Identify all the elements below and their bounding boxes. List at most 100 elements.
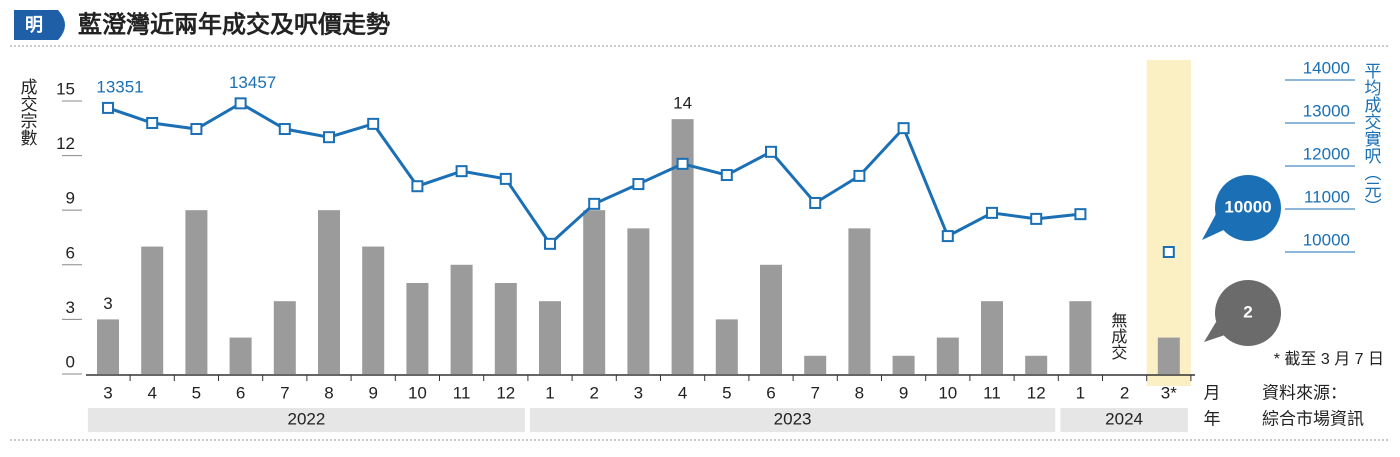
y-axis-label: 成交宗數: [18, 78, 38, 146]
y-tick-label: 0: [66, 352, 75, 371]
y2-tick-label: 13000: [1303, 101, 1350, 120]
price-marker: [897, 122, 910, 135]
chart-title: 藍澄灣近兩年成交及呎價走勢: [78, 10, 390, 38]
bar: [627, 228, 650, 374]
bar: [450, 264, 473, 374]
x-tick-label: 3: [634, 383, 643, 402]
y2-tick-label: 12000: [1303, 144, 1350, 163]
price-marker: [1162, 246, 1175, 259]
x-tick-label: 11: [983, 383, 1001, 402]
x-tick-label: 1: [1076, 383, 1085, 402]
x-tick-label: 8: [324, 383, 333, 402]
price-marker: [102, 101, 114, 114]
price-marker: [455, 165, 468, 178]
year-band: [529, 408, 1056, 432]
bar: [1025, 355, 1048, 374]
price-marker: [765, 145, 777, 158]
y-tick-label: 3: [66, 298, 75, 317]
y2-tick-label: 10000: [1303, 230, 1350, 249]
x-tick-label: 4: [147, 383, 156, 402]
price-marker: [411, 180, 424, 193]
x-tick-label: 9: [899, 383, 908, 402]
x-tick-label: 9: [368, 383, 377, 402]
bar: [760, 264, 782, 374]
price-value-label: 13351: [96, 77, 143, 96]
x-tick-label: 7: [810, 383, 819, 402]
price-marker: [323, 131, 335, 144]
bar: [539, 301, 561, 374]
x-tick-label: 10: [408, 383, 427, 402]
bar: [848, 228, 871, 374]
y-tick-label: 9: [66, 189, 75, 208]
price-marker: [986, 206, 998, 219]
bar: [583, 210, 606, 374]
logo: 明: [25, 15, 43, 35]
no-trade-label: 無成交: [1108, 312, 1127, 360]
price-marker: [809, 196, 822, 209]
y2-axis-label: 平均成交實呎（元）: [1362, 62, 1382, 215]
bar: [229, 337, 252, 374]
bar: [981, 301, 1003, 374]
price-marker: [499, 172, 512, 185]
price-marker: [1074, 208, 1087, 221]
year-label: 2022: [287, 409, 325, 428]
price-marker: [367, 117, 380, 130]
bar: [1069, 301, 1092, 374]
source-label: 資料來源：: [1262, 383, 1347, 402]
y2-tick-label: 11000: [1304, 187, 1350, 206]
price-marker: [146, 116, 159, 129]
y-tick-label: 15: [56, 79, 75, 98]
callout-bubble: [1204, 322, 1228, 342]
y-tick-label: 6: [66, 243, 75, 262]
x-unit-year: 年: [1204, 409, 1221, 428]
highlight-band: [1146, 60, 1191, 386]
y2-tick-label: 14000: [1303, 58, 1350, 77]
x-tick-label: 12: [1027, 383, 1046, 402]
year-label: 2024: [1105, 409, 1143, 428]
callout-bubble: [1215, 175, 1281, 241]
source-name: 綜合市場資訊: [1262, 409, 1364, 428]
bar: [318, 210, 340, 374]
year-band: [1060, 408, 1188, 432]
year-band: [87, 408, 525, 432]
year-label: 2023: [774, 409, 812, 428]
bar: [671, 119, 694, 374]
bar: [804, 355, 827, 374]
x-unit-month: 月: [1204, 383, 1221, 402]
x-tick-label: 2: [589, 383, 598, 402]
x-tick-label: 2: [1120, 383, 1129, 402]
x-tick-label: 11: [453, 383, 471, 402]
bar: [185, 210, 208, 374]
price-marker: [632, 178, 645, 191]
callout-value: 2: [1243, 302, 1252, 321]
price-marker: [720, 169, 733, 182]
bar: [362, 246, 385, 374]
y-tick-label: 12: [56, 134, 75, 153]
bar: [97, 319, 119, 374]
bar: [406, 282, 429, 374]
logo-badge: [14, 10, 65, 40]
price-marker: [588, 197, 601, 210]
x-tick-label: 8: [855, 383, 864, 402]
x-tick-label: 5: [192, 383, 201, 402]
price-marker: [1030, 212, 1043, 225]
bar: [494, 282, 517, 374]
bar: [141, 246, 164, 374]
x-tick-label: 3*: [1161, 383, 1177, 402]
price-marker: [853, 169, 866, 182]
bar: [715, 319, 738, 374]
bar: [1157, 337, 1180, 374]
price-marker: [234, 97, 247, 110]
bar-value-label: 3: [103, 294, 112, 313]
callout-bubble: [1215, 280, 1281, 346]
price-marker: [278, 123, 291, 136]
price-marker: [941, 230, 954, 243]
price-marker: [676, 157, 689, 170]
footnote: * 截至 3 月 7 日: [1274, 350, 1384, 368]
x-tick-label: 1: [545, 383, 554, 402]
x-tick-label: 3: [103, 383, 112, 402]
callout-value: 10000: [1224, 197, 1271, 216]
price-marker: [544, 237, 556, 250]
